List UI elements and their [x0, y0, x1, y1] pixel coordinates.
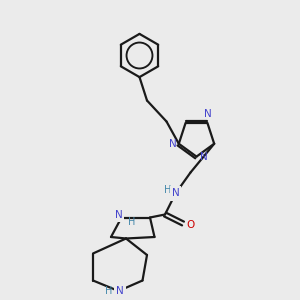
Text: N: N [116, 286, 124, 296]
Text: N: N [200, 152, 208, 162]
Text: H: H [128, 217, 136, 227]
Text: N: N [169, 139, 176, 149]
Text: H: H [105, 286, 112, 296]
Text: H: H [164, 185, 171, 195]
Text: O: O [187, 220, 195, 230]
Text: N: N [115, 210, 122, 220]
Text: N: N [172, 188, 179, 199]
Text: N: N [204, 110, 211, 119]
